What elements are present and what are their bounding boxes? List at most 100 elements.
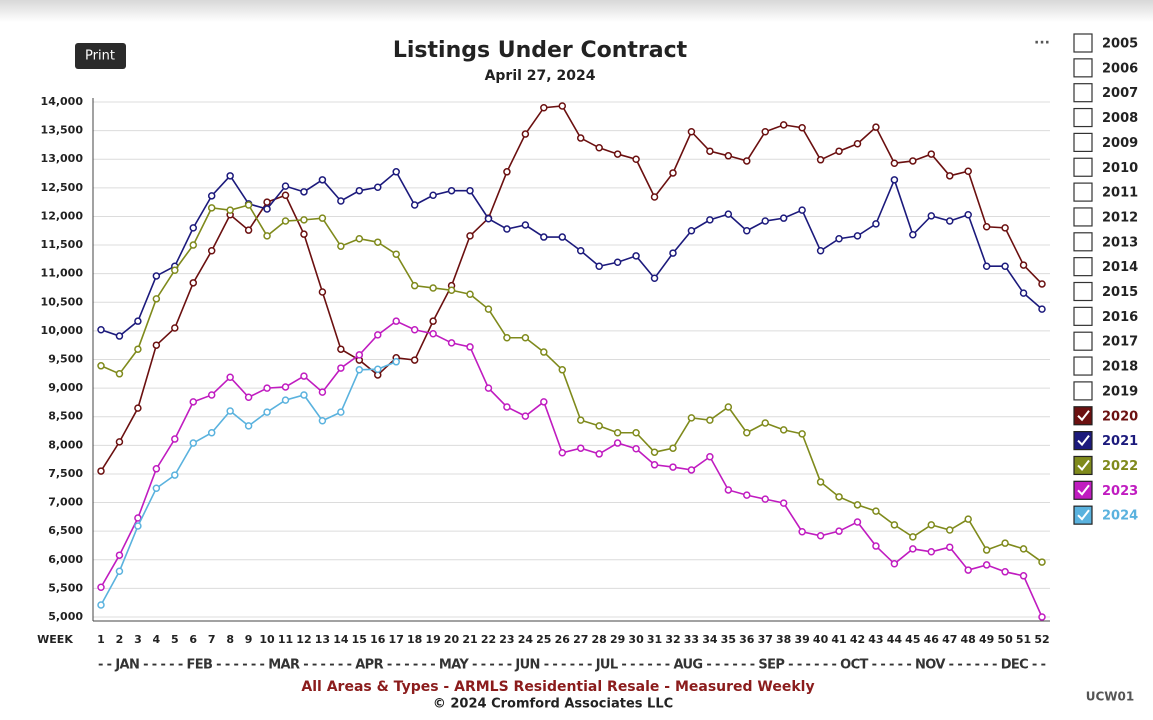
data-point — [853, 232, 862, 240]
data-point — [207, 391, 216, 399]
x-tick-label: 39 — [794, 633, 809, 646]
legend-checkbox[interactable] — [1073, 207, 1093, 227]
data-point — [890, 521, 899, 529]
y-tick-label: 12,500 — [41, 181, 84, 194]
x-axis-label: WEEK — [37, 633, 73, 646]
legend-checkbox[interactable] — [1073, 281, 1093, 302]
legend-label: 2023 — [1102, 484, 1138, 499]
legend-checkbox[interactable] — [1073, 107, 1093, 128]
legend-checkbox[interactable] — [1073, 455, 1093, 476]
data-point — [779, 214, 788, 222]
x-tick-label: 36 — [739, 633, 755, 646]
data-point — [853, 501, 862, 509]
x-tick-label: 10 — [259, 633, 275, 646]
data-point — [743, 157, 751, 165]
data-point — [687, 227, 696, 235]
data-point — [115, 438, 124, 446]
x-tick-label: 15 — [352, 633, 367, 646]
data-point — [263, 198, 271, 206]
data-point — [171, 324, 179, 332]
data-point — [429, 330, 437, 338]
data-point — [613, 428, 622, 437]
x-tick-label: 12 — [296, 633, 311, 646]
x-tick-label: 42 — [850, 633, 865, 646]
data-point — [687, 128, 696, 136]
x-tick-label: 6 — [189, 633, 197, 646]
print-button[interactable] — [75, 43, 126, 69]
legend-checkbox[interactable] — [1073, 331, 1093, 351]
legend-checkbox[interactable] — [1073, 182, 1093, 202]
data-point — [669, 169, 677, 177]
data-point — [706, 147, 714, 155]
x-tick-label: 16 — [370, 633, 386, 646]
legend-checkbox[interactable] — [1073, 257, 1093, 277]
data-point — [134, 404, 142, 412]
x-tick-label: 20 — [444, 633, 460, 646]
data-point — [669, 249, 677, 257]
series-line — [100, 320, 1043, 618]
data-point — [300, 372, 308, 380]
data-point — [1038, 613, 1046, 621]
legend-checkbox[interactable] — [1073, 406, 1093, 426]
legend-checkbox[interactable] — [1073, 33, 1093, 53]
data-point — [743, 227, 751, 235]
data-point — [134, 345, 142, 353]
data-point — [447, 186, 456, 195]
data-point — [613, 439, 622, 447]
legend-checkbox[interactable] — [1073, 83, 1093, 103]
legend-checkbox[interactable] — [1073, 480, 1093, 500]
x-tick-label: 44 — [887, 633, 903, 646]
x-tick-label: 4 — [153, 633, 161, 646]
legend-checkbox[interactable] — [1073, 431, 1093, 451]
x-tick-label: 26 — [555, 633, 571, 646]
data-point — [410, 201, 419, 209]
legend-checkbox[interactable] — [1073, 58, 1093, 78]
chart-subtitle: April 27, 2024 — [485, 68, 596, 84]
legend-checkbox[interactable] — [1073, 505, 1093, 525]
data-point — [115, 370, 124, 378]
data-point — [503, 225, 511, 233]
data-point — [816, 156, 825, 164]
legend-checkbox[interactable] — [1073, 232, 1093, 252]
data-point — [374, 183, 382, 192]
data-point — [318, 176, 327, 184]
print-label[interactable]: Print — [85, 49, 115, 64]
x-tick-label: 28 — [592, 633, 607, 646]
data-point — [374, 365, 382, 373]
data-point — [207, 192, 216, 200]
data-point — [392, 358, 400, 366]
data-point — [281, 217, 290, 225]
data-point — [650, 461, 659, 469]
y-tick-label: 11,500 — [41, 238, 84, 251]
data-point — [447, 286, 456, 295]
legend-label: 2021 — [1102, 434, 1138, 449]
data-point — [1038, 305, 1046, 313]
data-point — [816, 247, 825, 255]
data-point — [540, 348, 548, 356]
data-point — [798, 124, 806, 132]
menu[interactable]: ··· — [1034, 35, 1050, 51]
legend-checkbox[interactable] — [1073, 356, 1093, 376]
data-point — [632, 252, 640, 260]
legend-checkbox[interactable] — [1073, 306, 1093, 326]
data-point — [226, 373, 234, 381]
legend-checkbox[interactable] — [1073, 132, 1093, 152]
x-tick-label: 29 — [610, 633, 625, 646]
x-tick-label: 50 — [997, 633, 1013, 646]
data-point — [798, 527, 806, 536]
data-point — [466, 290, 474, 299]
legend-check — [1077, 484, 1090, 496]
legend-label: 2013 — [1102, 235, 1138, 250]
data-point — [337, 242, 345, 250]
legend-checkbox[interactable] — [1073, 381, 1093, 401]
x-tick-label: 3 — [134, 633, 142, 646]
data-point — [410, 356, 419, 364]
legend-checkbox[interactable] — [1073, 157, 1093, 177]
data-point — [374, 331, 382, 339]
data-point — [779, 499, 788, 507]
data-point — [558, 233, 567, 241]
data-point — [152, 272, 161, 280]
data-point — [337, 408, 345, 416]
y-tick-label: 14,000 — [41, 95, 84, 108]
data-point — [927, 150, 936, 158]
